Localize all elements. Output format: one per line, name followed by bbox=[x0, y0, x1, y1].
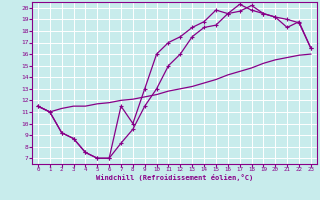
X-axis label: Windchill (Refroidissement éolien,°C): Windchill (Refroidissement éolien,°C) bbox=[96, 174, 253, 181]
